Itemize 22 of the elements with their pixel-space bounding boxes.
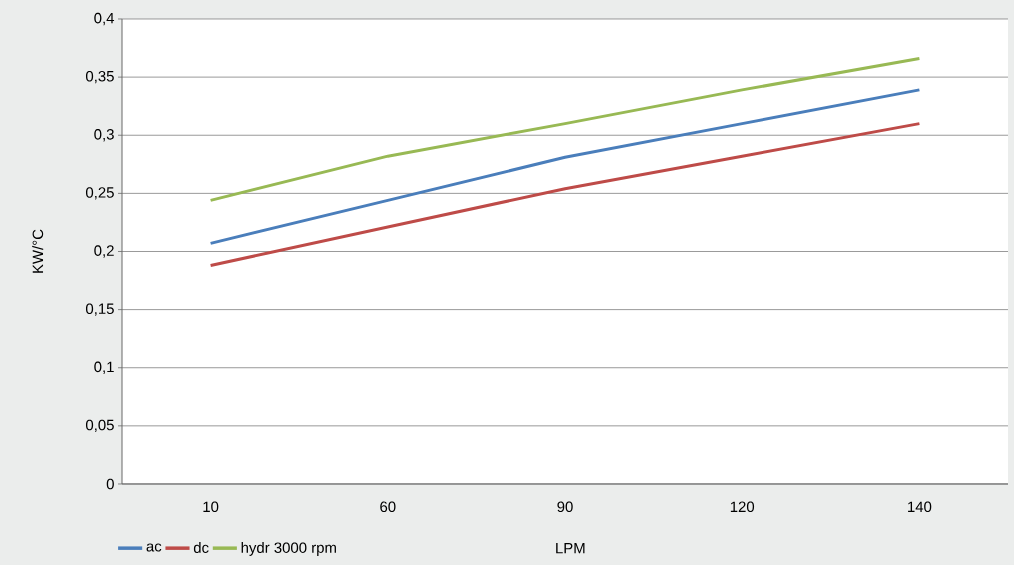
y-tick-label: 0,3	[94, 129, 114, 142]
y-tick-label: 0,15	[85, 303, 114, 316]
legend-label: dc	[193, 541, 209, 553]
y-tick-label: 0,25	[85, 187, 114, 200]
y-tick-label: 0,1	[94, 361, 114, 374]
y-tick-label: 0	[106, 478, 114, 490]
x-axis-title: LPM	[556, 543, 585, 554]
line-series	[209, 57, 921, 202]
legend-label: hydr 3000 rpm	[241, 541, 336, 556]
y-tick-label: 0,4	[94, 12, 115, 26]
x-tick-label: 120	[730, 501, 755, 513]
x-tick-label: 60	[380, 501, 396, 513]
legend-label: ac	[146, 543, 162, 552]
line-series	[209, 88, 921, 245]
y-axis-title: KW/°C	[32, 229, 44, 273]
line-series	[209, 122, 921, 267]
x-tick-label: 140	[908, 501, 932, 513]
x-tick-label: 90	[557, 501, 573, 513]
y-tick-label: 0,2	[94, 245, 114, 258]
x-tick-label: 10	[203, 501, 219, 513]
y-tick-label: 0,35	[85, 70, 114, 84]
y-tick-label: 0,05	[85, 419, 114, 433]
